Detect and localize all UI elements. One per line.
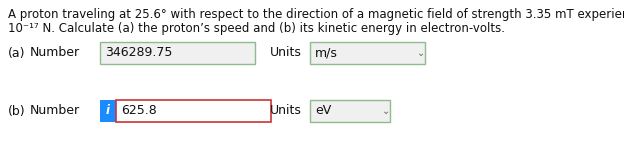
- Text: (b): (b): [8, 105, 26, 117]
- FancyBboxPatch shape: [100, 42, 255, 64]
- Text: (a): (a): [8, 46, 26, 60]
- Text: m/s: m/s: [315, 46, 338, 59]
- FancyBboxPatch shape: [310, 100, 390, 122]
- Text: Number: Number: [30, 105, 80, 117]
- Text: eV: eV: [315, 104, 331, 117]
- Text: ⌄: ⌄: [382, 106, 390, 116]
- Text: 10⁻¹⁷ N. Calculate (a) the proton’s speed and (b) its kinetic energy in electron: 10⁻¹⁷ N. Calculate (a) the proton’s spee…: [8, 22, 505, 35]
- Text: ⌄: ⌄: [417, 48, 425, 58]
- Text: 346289.75: 346289.75: [105, 46, 172, 59]
- Text: Units: Units: [270, 46, 302, 60]
- Text: Units: Units: [270, 105, 302, 117]
- Text: i: i: [106, 105, 110, 117]
- FancyBboxPatch shape: [100, 100, 116, 122]
- Text: Number: Number: [30, 46, 80, 60]
- Text: A proton traveling at 25.6° with respect to the direction of a magnetic field of: A proton traveling at 25.6° with respect…: [8, 8, 624, 21]
- FancyBboxPatch shape: [310, 42, 425, 64]
- FancyBboxPatch shape: [116, 100, 271, 122]
- Text: 625.8: 625.8: [121, 104, 157, 117]
